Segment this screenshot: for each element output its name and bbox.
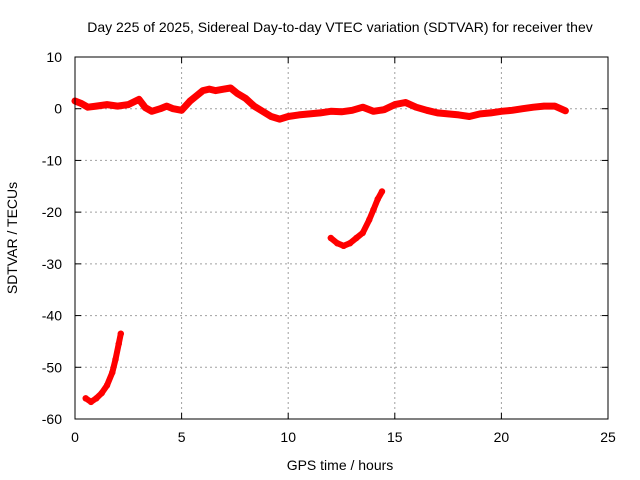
data-point <box>338 108 345 116</box>
y-tick-label: 10 <box>46 49 62 65</box>
data-point <box>423 107 430 114</box>
data-point <box>317 109 324 117</box>
data-point <box>346 240 354 247</box>
y-tick-label: -60 <box>42 411 62 427</box>
data-point <box>115 340 122 348</box>
data-point <box>434 109 441 117</box>
data-point <box>82 395 89 402</box>
data-point <box>169 105 177 112</box>
data-point <box>112 356 119 363</box>
data-point <box>487 109 494 117</box>
data-point <box>267 113 275 120</box>
y-tick-label: -40 <box>42 308 62 324</box>
x-tick-label: 5 <box>178 429 186 445</box>
data-point <box>340 242 347 249</box>
data-point <box>391 101 398 108</box>
x-tick-label: 20 <box>494 429 510 445</box>
y-tick-label: -50 <box>42 359 62 375</box>
data-point <box>117 330 125 337</box>
data-point <box>353 234 360 242</box>
data-point <box>135 96 143 103</box>
data-point <box>212 87 219 94</box>
data-point <box>87 398 95 406</box>
data-point <box>359 104 366 111</box>
data-point <box>366 216 373 224</box>
data-point <box>359 229 366 236</box>
data-point <box>199 87 207 94</box>
data-point <box>498 108 505 115</box>
data-point <box>285 113 292 120</box>
data-point <box>227 84 234 92</box>
data-point <box>206 85 213 93</box>
x-tick-label: 25 <box>600 429 616 445</box>
data-point <box>186 97 194 105</box>
y-tick-label: -30 <box>42 256 62 272</box>
tick-layer: 0 5 10 15 20 25 10 0 -10 -20 -30 -40 -50 -60 <box>42 49 616 445</box>
y-tick-label: -20 <box>42 204 62 220</box>
data-point <box>374 196 381 203</box>
data-point <box>412 104 420 111</box>
data-point <box>276 115 283 123</box>
data-point <box>370 108 377 115</box>
data-point <box>84 104 92 111</box>
data-point <box>142 104 149 111</box>
plot-frame <box>74 56 609 420</box>
data-point <box>466 113 473 120</box>
series-layer <box>71 84 569 406</box>
data-point <box>193 92 200 100</box>
data-point <box>530 104 537 111</box>
y-axis-label: SDTVAR / TECUs <box>4 182 20 294</box>
x-tick-label: 0 <box>71 429 79 445</box>
data-point <box>327 234 334 242</box>
data-point <box>114 102 121 110</box>
data-point <box>250 102 258 110</box>
data-point <box>551 102 558 110</box>
x-tick-label: 10 <box>280 429 296 445</box>
x-tick-label: 15 <box>387 429 403 445</box>
data-point <box>370 206 377 213</box>
data-point <box>163 102 170 110</box>
series-line-2 <box>327 188 385 249</box>
data-point <box>349 107 356 114</box>
data-point <box>519 105 526 112</box>
data-point <box>125 101 132 108</box>
x-axis-label: GPS time / hours <box>287 457 394 473</box>
y-tick-label: 0 <box>54 101 62 117</box>
data-point <box>103 101 111 108</box>
data-point <box>178 107 185 114</box>
data-point <box>109 369 116 376</box>
data-point <box>444 110 452 118</box>
data-point <box>93 395 100 402</box>
data-point <box>103 382 111 389</box>
data-point <box>402 99 409 106</box>
data-point <box>380 106 388 113</box>
data-point <box>259 108 266 115</box>
data-point <box>476 110 484 118</box>
data-point <box>93 102 100 110</box>
data-point <box>334 240 341 247</box>
data-point <box>378 188 386 195</box>
data-point <box>295 111 303 119</box>
data-point <box>233 90 241 97</box>
data-point <box>508 107 516 114</box>
data-point <box>221 85 228 93</box>
data-point <box>455 111 462 119</box>
data-point <box>157 105 164 112</box>
chart-title: Day 225 of 2025, Sidereal Day-to-day VTE… <box>87 19 593 35</box>
y-tick-label: -10 <box>42 152 62 168</box>
data-point <box>540 102 548 110</box>
data-point <box>562 107 569 115</box>
data-point <box>98 389 105 397</box>
data-point <box>327 108 334 115</box>
data-point <box>306 110 313 118</box>
data-point <box>78 100 85 107</box>
data-point <box>242 95 249 102</box>
data-point <box>148 108 155 115</box>
